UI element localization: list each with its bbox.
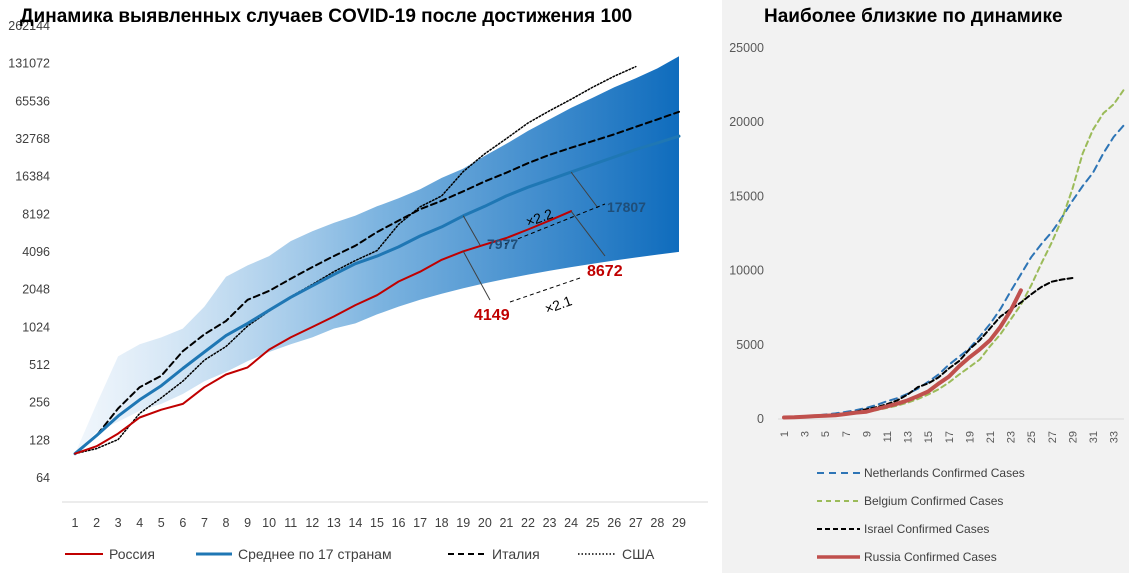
series-line	[74, 110, 680, 455]
annotation-ratio-2-1: ×2.1	[543, 292, 575, 317]
x-tick-label: 18	[435, 516, 449, 530]
series-line	[74, 210, 573, 455]
x-tick-label: 13	[903, 431, 915, 443]
y-tick-label: 2048	[22, 283, 50, 297]
x-tick-label: 24	[564, 516, 578, 530]
legend-label: Israel Confirmed Cases	[864, 522, 989, 536]
series-line	[783, 88, 1125, 419]
annotation-4149: 4149	[474, 307, 510, 324]
x-tick-label: 11	[284, 516, 297, 530]
annotation-17807: 17807	[607, 199, 646, 215]
x-tick-label: 9	[861, 431, 873, 437]
leader-17807	[570, 171, 599, 209]
legend-label: Belgium Confirmed Cases	[864, 494, 1003, 508]
x-tick-label: 25	[1026, 431, 1038, 443]
x-tick-label: 28	[650, 516, 664, 530]
y-tick-label: 16384	[15, 170, 50, 184]
x-tick-label: 11	[882, 431, 894, 442]
legend-label: Netherlands Confirmed Cases	[864, 466, 1025, 480]
y-tick-label: 64	[36, 471, 50, 485]
y-tick-label: 32768	[15, 132, 50, 146]
x-tick-label: 3	[115, 516, 122, 530]
x-tick-label: 25	[586, 516, 600, 530]
x-tick-label: 19	[964, 431, 976, 443]
x-tick-label: 8	[223, 516, 230, 530]
x-tick-label: 27	[629, 516, 643, 530]
x-tick-label: 21	[499, 516, 513, 530]
legend-label: Russia Confirmed Cases	[864, 550, 997, 564]
left-chart-panel: Динамика выявленных случаев COVID-19 пос…	[8, 6, 708, 562]
legend-label: США	[622, 546, 655, 562]
x-tick-label: 16	[392, 516, 406, 530]
left-chart-svg: 6412825651210242048409681921638432768655…	[8, 19, 708, 562]
y-tick-label: 10000	[729, 264, 764, 278]
ratio-connector-russia	[509, 277, 581, 303]
leader-8672	[570, 210, 606, 257]
x-tick-label: 17	[413, 516, 427, 530]
x-tick-label: 23	[543, 516, 557, 530]
y-tick-label: 256	[29, 396, 50, 410]
x-tick-label: 29	[1067, 431, 1079, 443]
series-line	[74, 65, 637, 455]
leader-7977	[462, 215, 481, 246]
x-tick-label: 29	[672, 516, 686, 530]
x-tick-label: 22	[521, 516, 535, 530]
y-tick-label: 5000	[736, 338, 764, 352]
y-tick-label: 65536	[15, 94, 50, 108]
legend-label: Среднее по 17 странам	[238, 546, 392, 562]
legend-label: Россия	[109, 546, 155, 562]
x-tick-label: 14	[348, 516, 362, 530]
x-tick-label: 7	[841, 431, 853, 437]
y-tick-label: 512	[29, 358, 50, 372]
right-chart-panel: Наиболее близкие по динамике 0 5000 10000 1…	[722, 0, 1129, 573]
x-tick-label: 21	[985, 431, 997, 443]
x-tick-label: 27	[1047, 431, 1059, 443]
y-tick-label: 128	[29, 433, 50, 447]
ratio-connector-average	[504, 203, 606, 245]
x-tick-label: 31	[1088, 431, 1100, 443]
x-tick-label: 20	[478, 516, 492, 530]
y-tick-label: 262144	[8, 19, 50, 33]
y-tick-label: 8192	[22, 207, 50, 221]
y-tick-label: 15000	[729, 189, 764, 203]
x-tick-label: 2	[93, 516, 100, 530]
x-tick-label: 19	[456, 516, 470, 530]
x-tick-label: 4	[136, 516, 143, 530]
legend-label: Италия	[492, 546, 540, 562]
x-tick-label: 5	[820, 431, 832, 437]
x-tick-label: 15	[923, 431, 935, 443]
x-tick-label: 13	[327, 516, 341, 530]
series-line	[783, 124, 1125, 419]
leader-4149	[462, 251, 491, 301]
x-tick-label: 17	[944, 431, 956, 443]
right-chart-title: Наиболее близкие по динамике	[764, 6, 1063, 27]
series-line	[782, 288, 1023, 420]
x-tick-label: 12	[305, 516, 319, 530]
annotation-7977: 7977	[487, 236, 518, 252]
x-tick-label: 5	[158, 516, 165, 530]
x-tick-label: 7	[201, 516, 208, 530]
y-tick-label: 4096	[22, 245, 50, 259]
x-tick-label: 1	[779, 431, 791, 437]
x-tick-label: 15	[370, 516, 384, 530]
x-tick-label: 1	[72, 516, 79, 530]
x-tick-label: 9	[244, 516, 251, 530]
y-tick-label: 0	[757, 412, 764, 426]
series-line	[783, 277, 1074, 419]
x-tick-label: 6	[179, 516, 186, 530]
left-chart-title: Динамика выявленных случаев COVID-19 пос…	[20, 6, 633, 27]
x-tick-label: 26	[607, 516, 621, 530]
y-tick-label: 20000	[729, 115, 764, 129]
y-tick-label: 1024	[22, 320, 50, 334]
y-tick-label: 25000	[729, 41, 764, 55]
x-tick-label: 3	[800, 431, 812, 437]
x-tick-label: 33	[1109, 431, 1121, 443]
series-line	[73, 134, 681, 456]
x-tick-label: 23	[1006, 431, 1018, 443]
y-tick-label: 131072	[8, 57, 50, 71]
annotation-8672: 8672	[587, 263, 623, 280]
x-tick-label: 10	[262, 516, 276, 530]
